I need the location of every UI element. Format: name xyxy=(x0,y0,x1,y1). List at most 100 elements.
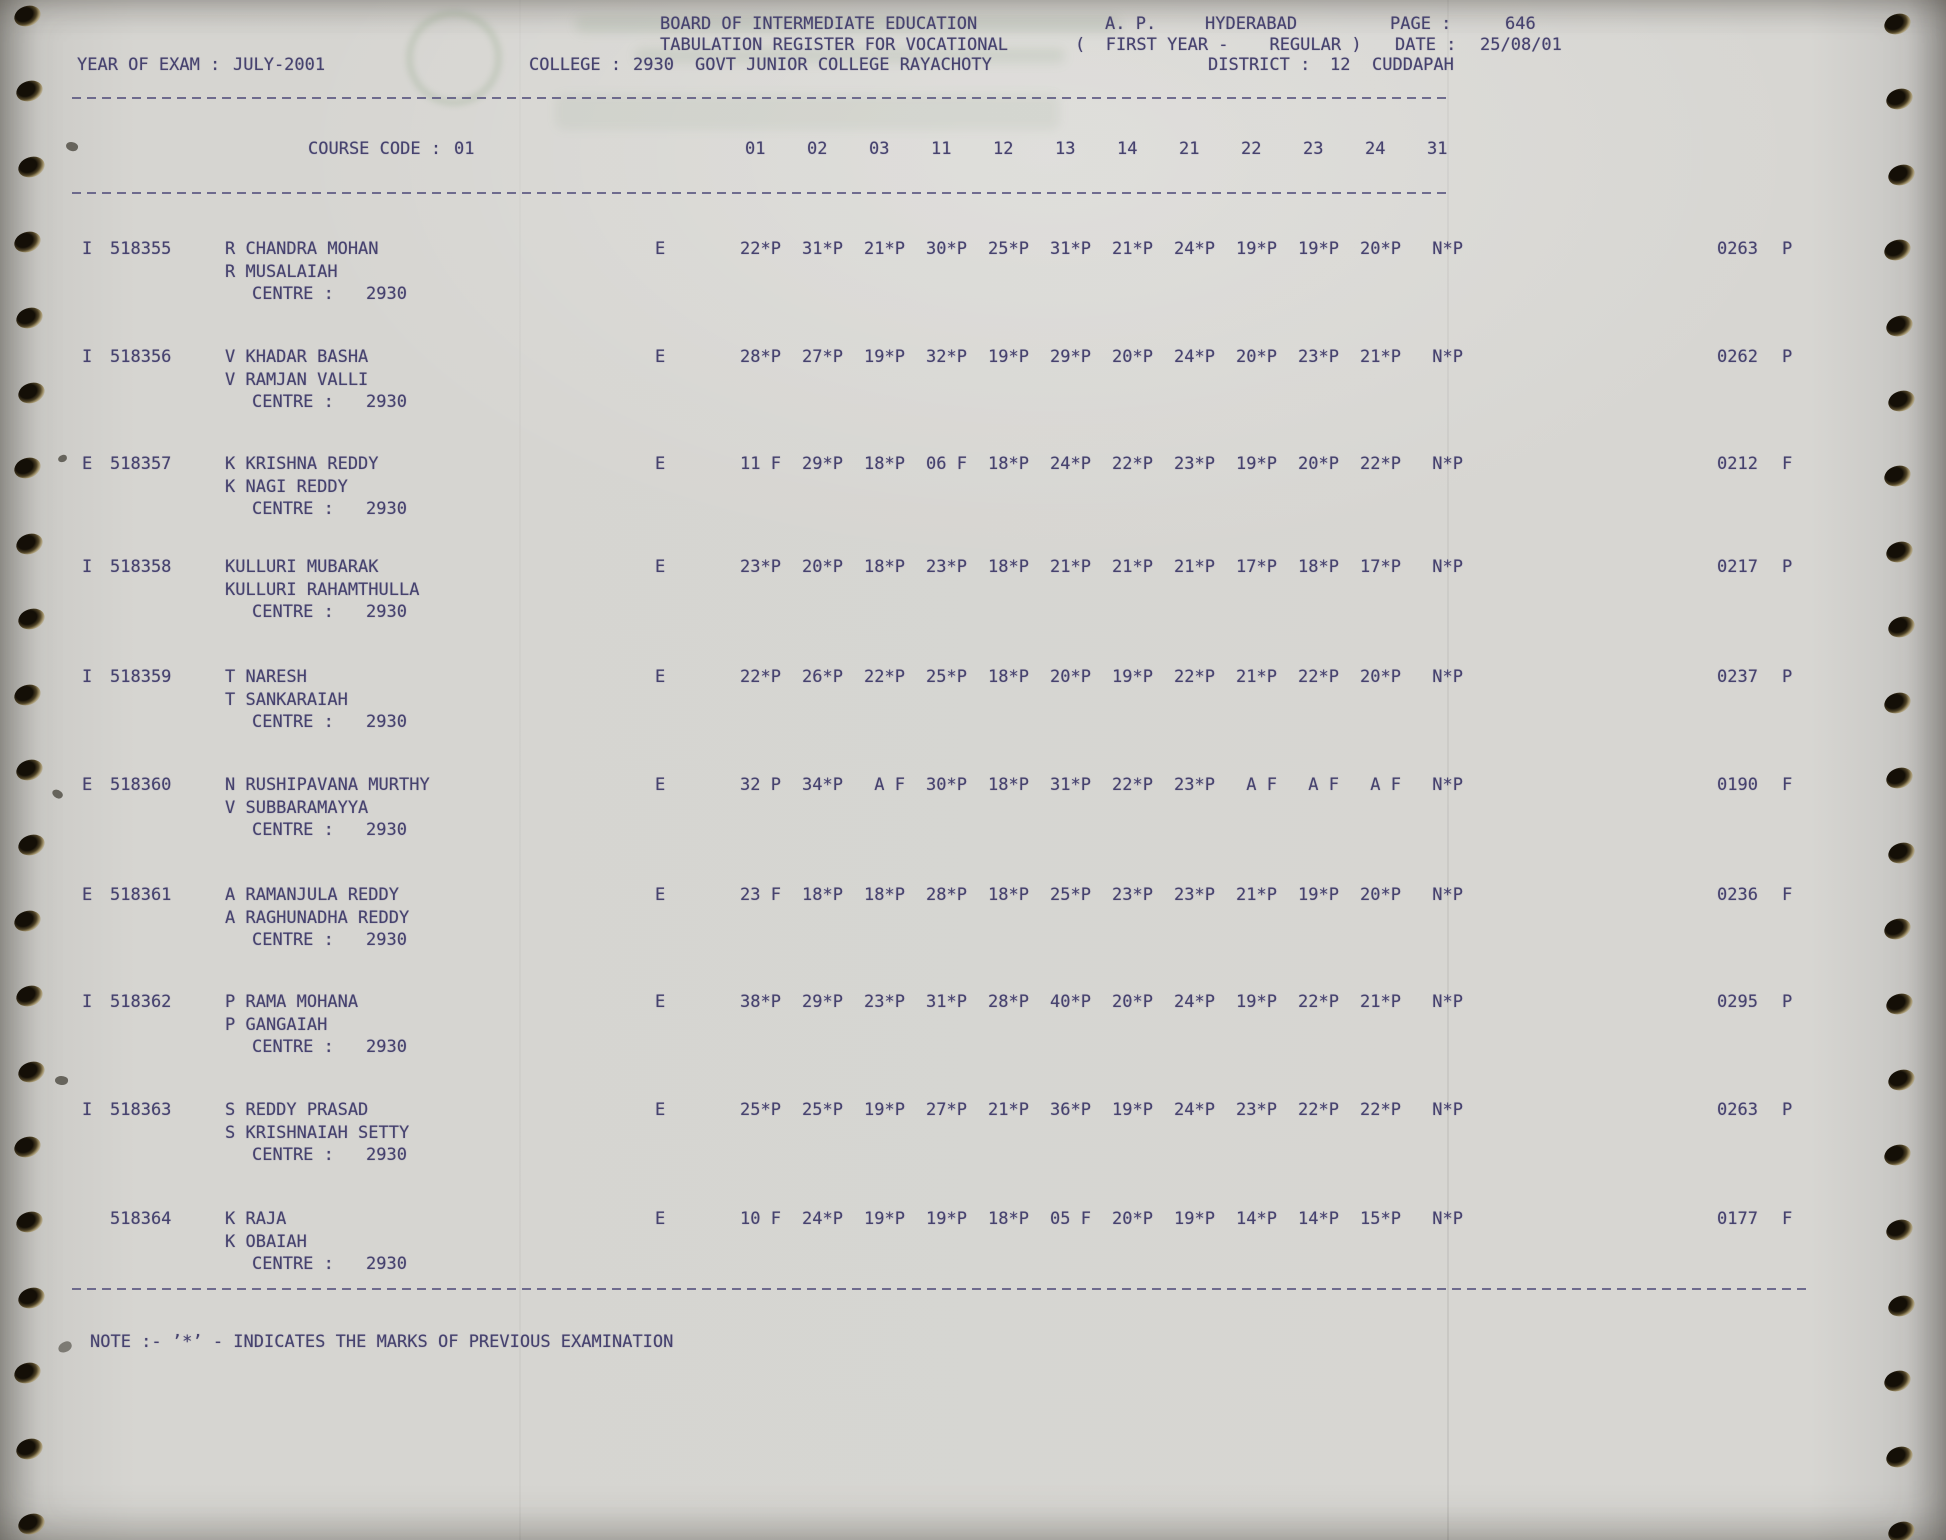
sprocket-hole xyxy=(1885,1292,1918,1320)
centre-code: 2930 xyxy=(366,1145,407,1165)
mark-cell: 20*P xyxy=(1112,347,1153,367)
mark-cell: 20*P xyxy=(1360,667,1401,687)
student-name: KULLURI MUBARAK xyxy=(225,557,379,577)
mark-cell: 19*P xyxy=(1298,239,1339,259)
mark-cell: 18*P xyxy=(864,885,905,905)
bleed-through-text-ghost xyxy=(575,16,1120,33)
mark-cell: 23*P xyxy=(864,992,905,1012)
mark-cell: 06 F xyxy=(926,454,967,474)
mark-cell: 29*P xyxy=(1050,347,1091,367)
mark-cell: 19*P xyxy=(926,1209,967,1229)
mark-cell: 34*P xyxy=(802,775,843,795)
sprocket-hole xyxy=(13,1434,46,1463)
marks-line: 22*P 31*P 21*P 30*P 25*P 31*P 21*P 24*P 19*P 19*P… xyxy=(740,239,1484,259)
district-code: 12 xyxy=(1330,55,1351,75)
mark-cell: 24*P xyxy=(1174,992,1215,1012)
centre-label: CENTRE : xyxy=(252,1145,334,1165)
parent-name: V SUBBARAMAYYA xyxy=(225,798,369,818)
parent-name: R MUSALAIAH xyxy=(225,262,338,282)
mark-cell: 05 F xyxy=(1050,1209,1091,1229)
register-title: TABULATION REGISTER FOR VOCATIONAL xyxy=(660,35,1008,55)
mark-cell: 18*P xyxy=(988,557,1029,577)
centre-label: CENTRE : xyxy=(252,1254,334,1274)
mark-cell: 10 F xyxy=(740,1209,781,1229)
mark-cell: 19*P xyxy=(864,347,905,367)
course-code-label: COURSE CODE : xyxy=(308,139,442,159)
mark-cell: A F xyxy=(1360,775,1401,795)
mark-cell: N*P xyxy=(1422,347,1463,367)
mark-cell: 23*P xyxy=(1174,775,1215,795)
subject-code: 21 xyxy=(1179,139,1200,159)
centre-label: CENTRE : xyxy=(252,820,334,840)
centre-label: CENTRE : xyxy=(252,1037,334,1057)
mark-cell: N*P xyxy=(1422,667,1463,687)
sprocket-hole xyxy=(1885,161,1918,189)
mark-cell: 22*P xyxy=(740,667,781,687)
mark-cell: 23*P xyxy=(1174,885,1215,905)
mark-cell: 22*P xyxy=(1298,667,1339,687)
sprocket-hole xyxy=(15,1510,48,1538)
student-name: V KHADAR BASHA xyxy=(225,347,369,367)
mark-cell: 38*P xyxy=(740,992,781,1012)
medium: E xyxy=(655,667,666,687)
mark-cell: 31*P xyxy=(926,992,967,1012)
marks-line: 23 F 18*P 18*P 28*P 18*P 25*P 23*P 23*P 21*P 19*P… xyxy=(740,885,1484,905)
mark-cell: 23*P xyxy=(1112,885,1153,905)
mark-cell: N*P xyxy=(1422,557,1463,577)
mark-cell: 27*P xyxy=(926,1100,967,1120)
result-flag: P xyxy=(1782,667,1793,687)
status-flag: I xyxy=(82,239,93,259)
mark-cell: 21*P xyxy=(1174,557,1215,577)
mark-cell: 26*P xyxy=(802,667,843,687)
mark-cell: 22*P xyxy=(1298,992,1339,1012)
date-label: DATE : xyxy=(1395,35,1457,55)
marks-line: 25*P 25*P 19*P 27*P 21*P 36*P 19*P 24*P 23*P 22*P… xyxy=(740,1100,1484,1120)
parent-name: A RAGHUNADHA REDDY xyxy=(225,908,410,928)
parent-name: KULLURI RAHAMTHULLA xyxy=(225,580,420,600)
mark-cell: 20*P xyxy=(1298,454,1339,474)
mark-cell: 14*P xyxy=(1298,1209,1339,1229)
student-record: E 518357 K KRISHNA REDDY E 11 F 29*P 18*P 0… xyxy=(0,454,1946,526)
total-marks: 0237 xyxy=(1717,667,1758,687)
reg-no: 518355 xyxy=(110,239,172,259)
centre-code: 2930 xyxy=(366,1037,407,1057)
student-record: I 518362 P RAMA MOHANA E 38*P 29*P 23*P 31*… xyxy=(0,992,1946,1064)
subject-code: 12 xyxy=(993,139,1014,159)
seal-ghost xyxy=(406,10,502,106)
total-marks: 0212 xyxy=(1717,454,1758,474)
mark-cell: 15*P xyxy=(1360,1209,1401,1229)
subject-code: 24 xyxy=(1365,139,1386,159)
separator-line xyxy=(72,192,1450,194)
mark-cell: 30*P xyxy=(926,239,967,259)
paper-fold-line xyxy=(1447,0,1449,1540)
parent-name: V RAMJAN VALLI xyxy=(225,370,369,390)
mark-cell: N*P xyxy=(1422,992,1463,1012)
mark-cell: 21*P xyxy=(1050,557,1091,577)
college-label: COLLEGE : xyxy=(529,55,622,75)
parent-name: K OBAIAH xyxy=(225,1232,307,1252)
marks-line: 10 F 24*P 19*P 19*P 18*P 05 F 20*P 19*P 14*P 14*P… xyxy=(740,1209,1484,1229)
mark-cell: 29*P xyxy=(802,992,843,1012)
mark-cell: 28*P xyxy=(988,992,1029,1012)
mark-cell: 24*P xyxy=(1174,239,1215,259)
ink-speck xyxy=(54,1074,69,1087)
mark-cell: 21*P xyxy=(1236,885,1277,905)
status-flag: E xyxy=(82,775,93,795)
medium: E xyxy=(655,992,666,1012)
result-flag: P xyxy=(1782,1100,1793,1120)
state-label: A. P. xyxy=(1105,14,1157,34)
centre-code: 2930 xyxy=(366,284,407,304)
parent-name: T SANKARAIAH xyxy=(225,690,348,710)
reg-no: 518357 xyxy=(110,454,172,474)
medium: E xyxy=(655,1209,666,1229)
student-name: R CHANDRA MOHAN xyxy=(225,239,379,259)
college-name: GOVT JUNIOR COLLEGE RAYACHOTY xyxy=(695,55,992,75)
mark-cell: 23*P xyxy=(740,557,781,577)
centre-code: 2930 xyxy=(366,820,407,840)
college-code: 2930 xyxy=(633,55,674,75)
mark-cell: 20*P xyxy=(1050,667,1091,687)
student-record: E 518361 A RAMANJULA REDDY E 23 F 18*P 18*… xyxy=(0,885,1946,957)
medium: E xyxy=(655,239,666,259)
status-flag: E xyxy=(82,454,93,474)
mark-cell: 17*P xyxy=(1236,557,1277,577)
